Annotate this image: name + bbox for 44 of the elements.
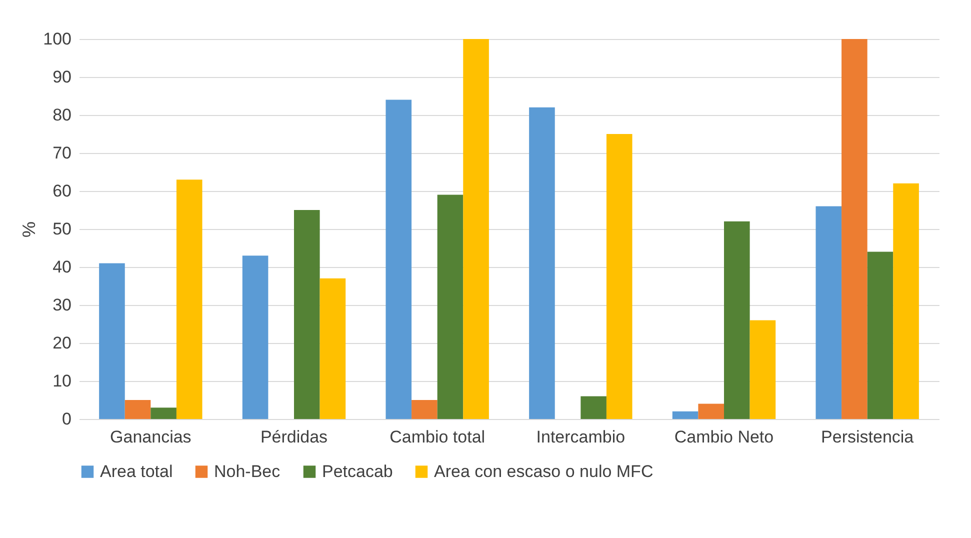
bar: [150, 408, 176, 419]
bar: [176, 180, 202, 419]
x-tick-label: Persistencia: [821, 428, 914, 446]
bar: [242, 256, 268, 419]
x-tick-label: Pérdidas: [260, 428, 328, 446]
legend-label: Area con escaso o nulo MFC: [434, 462, 654, 481]
bar: [842, 39, 868, 419]
bar: [529, 107, 555, 419]
bar: [412, 400, 438, 419]
y-tick-label: 80: [52, 106, 72, 124]
x-tick-label: Ganancias: [110, 428, 192, 446]
bar: [698, 404, 724, 419]
bar: [386, 100, 412, 419]
bar: [724, 221, 750, 419]
y-tick-label: 60: [52, 182, 72, 200]
x-tick-label: Cambio total: [390, 428, 486, 446]
bar: [463, 39, 489, 419]
y-axis-title: %: [19, 221, 40, 238]
bar: [672, 411, 698, 419]
bar: [750, 320, 776, 419]
y-tick-label: 90: [52, 68, 72, 86]
y-tick-label: 100: [43, 30, 72, 48]
bar: [437, 194, 464, 419]
y-tick-label: 20: [52, 334, 72, 352]
y-tick-label: 10: [52, 372, 72, 390]
y-tick-label: 50: [52, 220, 72, 238]
bar: [606, 134, 632, 419]
x-tick-label: Cambio Neto: [674, 428, 774, 446]
bar: [99, 263, 125, 419]
bar: [320, 278, 346, 419]
x-tick-label: Intercambio: [536, 428, 626, 446]
y-tick-label: 40: [52, 258, 72, 276]
y-tick-label: 70: [52, 144, 72, 162]
bar: [867, 252, 894, 419]
bar: [124, 400, 151, 419]
legend-label: Noh-Bec: [214, 462, 281, 481]
bar: [580, 396, 606, 419]
legend-label: Area total: [100, 462, 173, 481]
bar: [816, 206, 842, 419]
bar: [294, 210, 320, 419]
bar: [893, 183, 919, 419]
y-tick-label: 0: [62, 410, 72, 428]
legend-label: Petcacab: [322, 462, 393, 481]
y-tick-label: 30: [52, 296, 72, 314]
